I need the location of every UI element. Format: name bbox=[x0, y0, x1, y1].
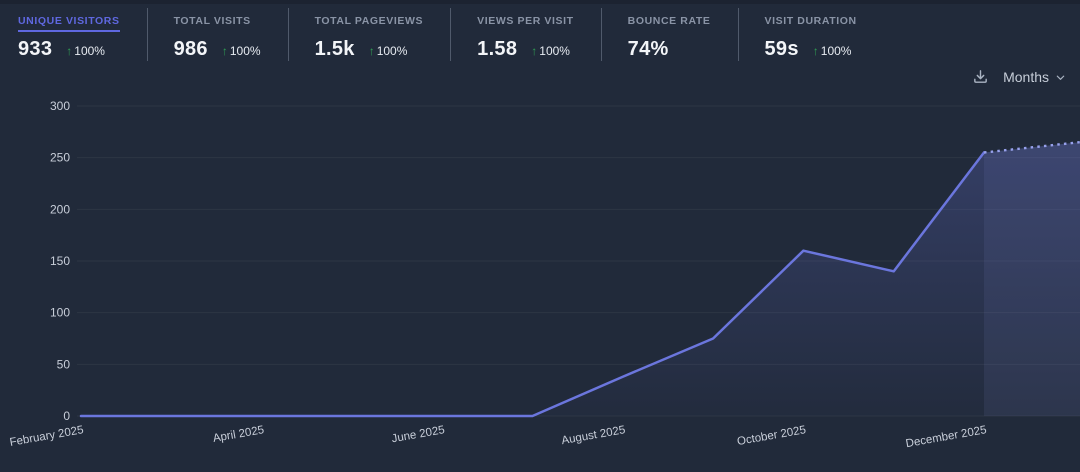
stat-change-total-pageviews: ↑ 100% bbox=[368, 44, 408, 58]
up-arrow-icon: ↑ bbox=[368, 44, 375, 58]
svg-text:50: 50 bbox=[57, 357, 71, 371]
stat-value-total-visits: 986 bbox=[173, 38, 208, 60]
up-arrow-icon: ↑ bbox=[66, 44, 73, 58]
stat-label-bounce-rate: BOUNCE RATE bbox=[627, 15, 711, 27]
stat-change-visit-duration: ↑ 100% bbox=[812, 44, 852, 58]
chart-toolbar: Months bbox=[972, 68, 1066, 85]
stat-change-unique-visitors: ↑ 100% bbox=[66, 44, 105, 58]
download-button[interactable] bbox=[972, 68, 989, 85]
stat-value-bounce-rate: 74% bbox=[627, 38, 669, 60]
up-arrow-icon: ↑ bbox=[221, 44, 228, 58]
stat-label-total-pageviews: TOTAL PAGEVIEWS bbox=[314, 15, 424, 27]
svg-text:300: 300 bbox=[50, 99, 70, 113]
stat-change-views-per-visit: ↑ 100% bbox=[531, 44, 570, 58]
stat-visit-duration[interactable]: VISIT DURATION 59s ↑ 100% bbox=[737, 8, 884, 61]
stat-label-total-visits: TOTAL VISITS bbox=[173, 15, 251, 27]
svg-text:December 2025: December 2025 bbox=[905, 424, 988, 450]
stat-label-visit-duration: VISIT DURATION bbox=[764, 15, 857, 27]
stat-value-visit-duration: 59s bbox=[764, 38, 799, 60]
stat-value-unique-visitors: 933 bbox=[18, 38, 53, 60]
stat-total-pageviews[interactable]: TOTAL PAGEVIEWS 1.5k ↑ 100% bbox=[287, 8, 451, 61]
svg-text:April 2025: April 2025 bbox=[212, 424, 265, 445]
svg-text:250: 250 bbox=[50, 151, 70, 165]
svg-text:200: 200 bbox=[50, 202, 70, 216]
svg-text:February 2025: February 2025 bbox=[9, 424, 85, 449]
chevron-down-icon bbox=[1055, 72, 1066, 83]
stat-label-views-per-visit: VIEWS PER VISIT bbox=[477, 15, 574, 27]
svg-text:June 2025: June 2025 bbox=[391, 424, 446, 445]
interval-label: Months bbox=[1003, 68, 1049, 85]
stat-bounce-rate[interactable]: BOUNCE RATE 74% ↑ bbox=[600, 8, 738, 61]
stat-value-views-per-visit: 1.58 bbox=[477, 38, 518, 60]
svg-text:100: 100 bbox=[50, 306, 70, 320]
svg-text:October 2025: October 2025 bbox=[736, 424, 807, 448]
stat-change-total-visits: ↑ 100% bbox=[221, 44, 261, 58]
svg-text:150: 150 bbox=[50, 254, 70, 268]
stat-unique-visitors[interactable]: UNIQUE VISITORS 933 ↑ 100% bbox=[0, 8, 147, 61]
stat-total-visits[interactable]: TOTAL VISITS 986 ↑ 100% bbox=[146, 8, 288, 61]
download-icon bbox=[972, 68, 989, 85]
stats-bar: UNIQUE VISITORS 933 ↑ 100% TOTAL VISITS 9… bbox=[0, 8, 884, 61]
up-arrow-icon: ↑ bbox=[531, 44, 538, 58]
stat-label-unique-visitors: UNIQUE VISITORS bbox=[18, 15, 120, 32]
stat-value-total-pageviews: 1.5k bbox=[314, 38, 355, 60]
svg-text:0: 0 bbox=[63, 409, 70, 423]
up-arrow-icon: ↑ bbox=[812, 44, 819, 58]
svg-text:August 2025: August 2025 bbox=[561, 424, 627, 447]
stat-views-per-visit[interactable]: VIEWS PER VISIT 1.58 ↑ 100% bbox=[450, 8, 601, 61]
interval-dropdown[interactable]: Months bbox=[1003, 69, 1066, 85]
